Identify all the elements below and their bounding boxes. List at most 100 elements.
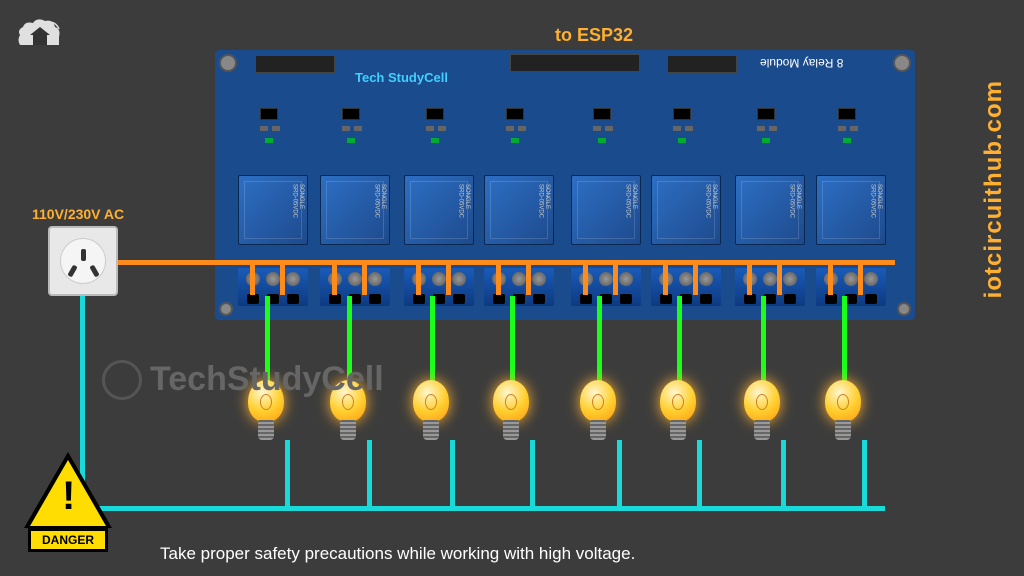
smd-component	[850, 126, 858, 131]
relay-label: SONGLESRD-05VDC	[537, 184, 550, 218]
optocoupler	[593, 108, 611, 120]
ac-voltage-label: 110V/230V AC	[32, 206, 124, 222]
smd-component	[272, 126, 280, 131]
live-wire-drop	[613, 263, 618, 295]
relay-3: SONGLESRD-05VDC	[404, 175, 474, 245]
lamp-6	[657, 380, 699, 440]
relay-6: SONGLESRD-05VDC	[651, 175, 721, 245]
terminal-block-1	[238, 268, 308, 306]
terminal-block-2	[320, 268, 390, 306]
relay-2: SONGLESRD-05VDC	[320, 175, 390, 245]
optocoupler	[426, 108, 444, 120]
switched-wire	[842, 296, 847, 386]
switched-wire	[430, 296, 435, 386]
live-wire-drop	[496, 263, 501, 295]
neutral-wire-drop	[367, 440, 372, 510]
relay-label: SONGLESRD-05VDC	[373, 184, 386, 218]
lamp-5	[577, 380, 619, 440]
exclamation-icon: !	[62, 474, 75, 519]
switched-wire	[677, 296, 682, 386]
lamp-4	[490, 380, 532, 440]
smd-component	[685, 126, 693, 131]
live-wire-drop	[828, 263, 833, 295]
website-url: iotcircuithub.com	[980, 80, 1008, 298]
smd-led	[678, 138, 686, 143]
live-wire-drop	[250, 263, 255, 295]
relay-label: SONGLESRD-05VDC	[704, 184, 717, 218]
lamp-8	[822, 380, 864, 440]
relay-label: SONGLESRD-05VDC	[788, 184, 801, 218]
neutral-wire-drop	[781, 440, 786, 510]
live-wire-drop	[747, 263, 752, 295]
relay-7: SONGLESRD-05VDC	[735, 175, 805, 245]
neutral-wire-drop	[285, 440, 290, 510]
relay-label: SONGLESRD-05VDC	[869, 184, 882, 218]
smd-led	[598, 138, 606, 143]
smd-component	[757, 126, 765, 131]
optocoupler	[673, 108, 691, 120]
smd-led	[431, 138, 439, 143]
live-wire-drop	[777, 263, 782, 295]
neutral-wire-drop	[450, 440, 455, 510]
danger-label: DANGER	[28, 528, 108, 552]
smd-component	[354, 126, 362, 131]
relay-8: SONGLESRD-05VDC	[816, 175, 886, 245]
terminal-block-5	[571, 268, 641, 306]
terminal-block-6	[651, 268, 721, 306]
pin-header	[510, 54, 640, 72]
smd-led	[843, 138, 851, 143]
pin-header	[255, 55, 335, 73]
relay-5: SONGLESRD-05VDC	[571, 175, 641, 245]
smd-component	[342, 126, 350, 131]
terminal-block-7	[735, 268, 805, 306]
watermark-text: TechStudyCell	[150, 360, 384, 399]
live-wire-drop	[446, 263, 451, 295]
lamp-7	[741, 380, 783, 440]
live-wire-drop	[858, 263, 863, 295]
smd-component	[593, 126, 601, 131]
live-wire-drop	[693, 263, 698, 295]
module-name-label: 8 Relay Module	[760, 56, 843, 70]
lamp-3	[410, 380, 452, 440]
optocoupler	[757, 108, 775, 120]
smd-led	[265, 138, 273, 143]
relay-label: SONGLESRD-05VDC	[457, 184, 470, 218]
esp32-label: to ESP32	[555, 25, 633, 46]
relay-1: SONGLESRD-05VDC	[238, 175, 308, 245]
smd-led	[347, 138, 355, 143]
smd-component	[426, 126, 434, 131]
neutral-wire-drop	[862, 440, 867, 510]
smd-component	[769, 126, 777, 131]
terminal-block-3	[404, 268, 474, 306]
smd-led	[762, 138, 770, 143]
neutral-wire-drop	[697, 440, 702, 510]
smd-component	[518, 126, 526, 131]
live-wire-drop	[362, 263, 367, 295]
optocoupler	[838, 108, 856, 120]
optocoupler	[342, 108, 360, 120]
smd-component	[506, 126, 514, 131]
smd-led	[511, 138, 519, 143]
board-brand-label: Tech StudyCell	[355, 70, 448, 85]
switched-wire	[597, 296, 602, 386]
live-wire-drop	[526, 263, 531, 295]
danger-sign: ! DANGER	[18, 452, 118, 552]
ac-outlet	[48, 226, 118, 296]
relay-label: SONGLESRD-05VDC	[624, 184, 637, 218]
switched-wire	[510, 296, 515, 386]
terminal-block-4	[484, 268, 554, 306]
smd-component	[260, 126, 268, 131]
live-wire-drop	[583, 263, 588, 295]
live-wire-drop	[332, 263, 337, 295]
neutral-wire-drop	[530, 440, 535, 510]
switched-wire	[761, 296, 766, 386]
safety-caption: Take proper safety precautions while wor…	[160, 544, 635, 564]
live-wire-drop	[280, 263, 285, 295]
neutral-wire	[80, 506, 885, 511]
live-wire-drop	[416, 263, 421, 295]
optocoupler	[506, 108, 524, 120]
neutral-wire-drop	[617, 440, 622, 510]
live-wire-drop	[663, 263, 668, 295]
smd-component	[838, 126, 846, 131]
pin-header	[667, 55, 737, 73]
